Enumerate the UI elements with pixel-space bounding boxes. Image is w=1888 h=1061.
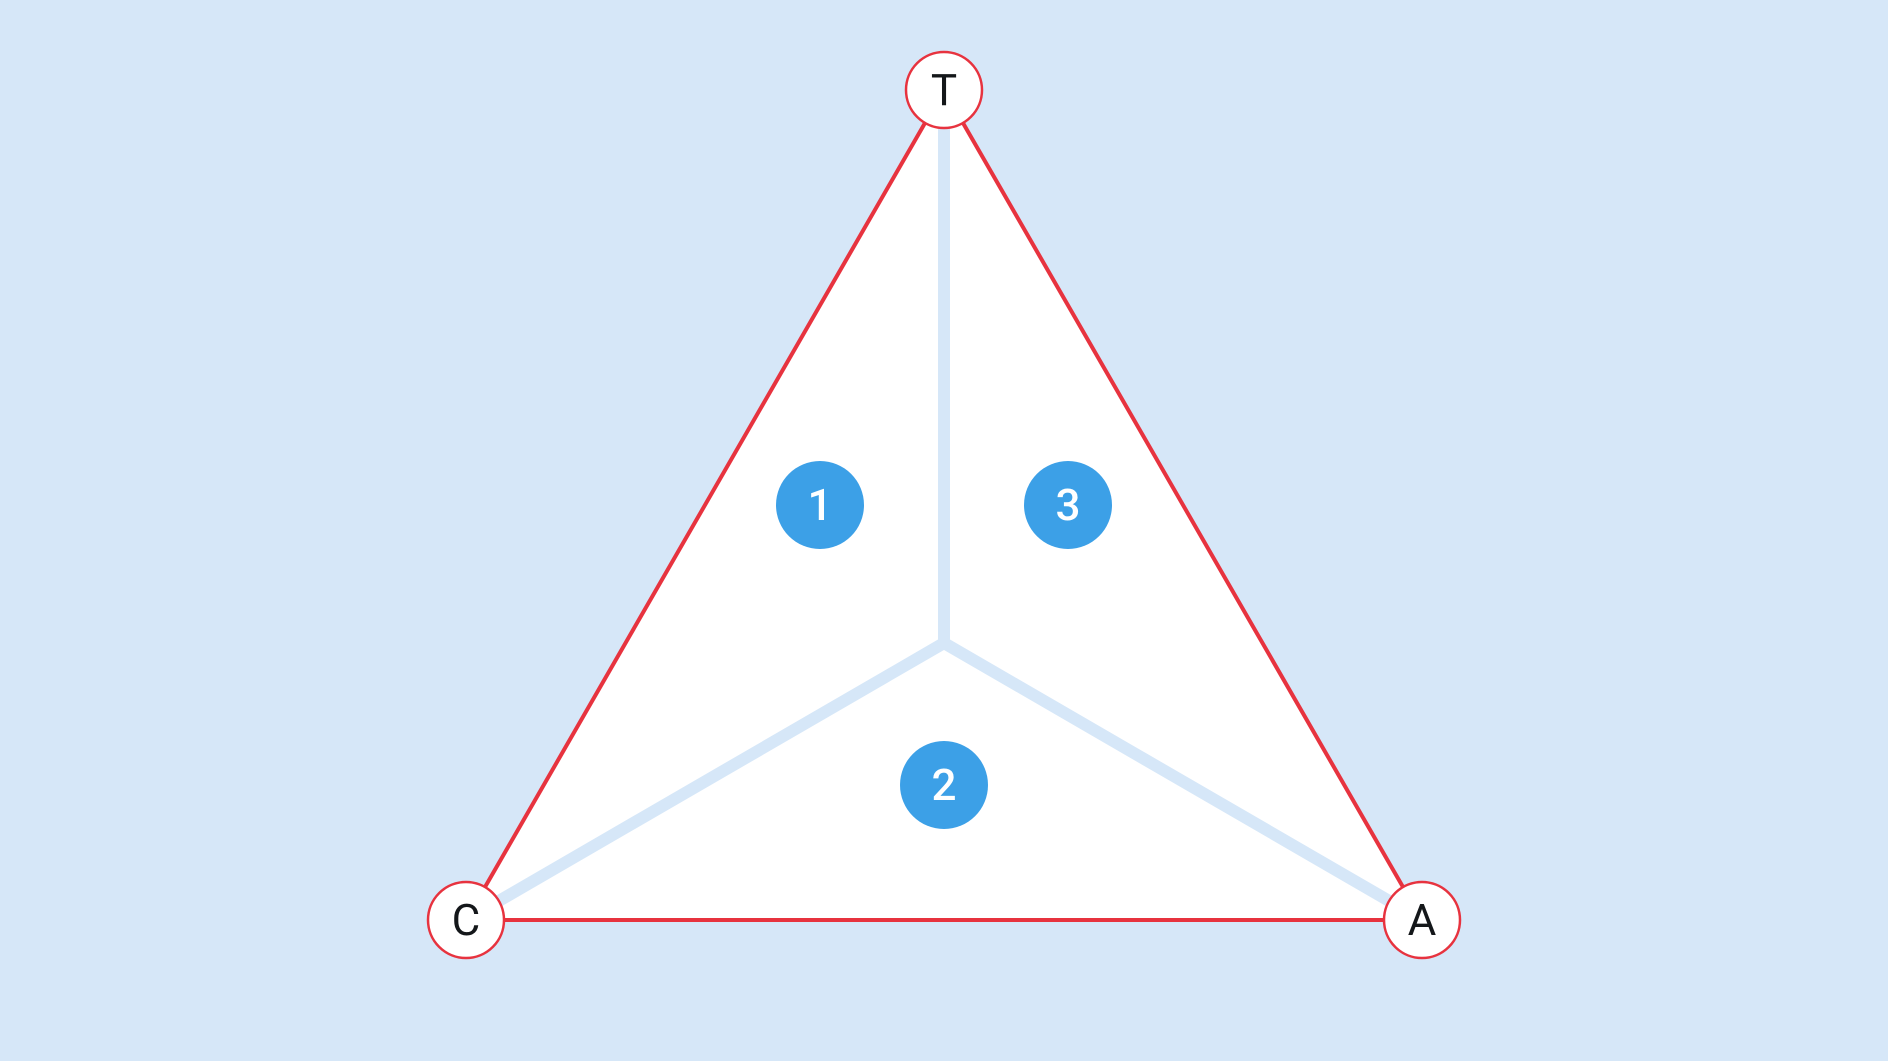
triangle-diagram: 1 2 3 T C A (0, 0, 1888, 1061)
vertex-t: T (906, 52, 982, 128)
vertex-c-label: C (452, 894, 481, 946)
region-badge-1: 1 (776, 461, 864, 549)
vertex-c: C (428, 882, 504, 958)
region-badge-3-label: 3 (1055, 479, 1080, 531)
vertex-a: A (1384, 882, 1460, 958)
region-badge-2-label: 2 (931, 759, 956, 811)
region-badge-3: 3 (1024, 461, 1112, 549)
vertex-a-label: A (1408, 894, 1437, 946)
region-badge-1-label: 1 (807, 479, 832, 531)
vertex-t-label: T (931, 64, 957, 116)
diagram-svg: 1 2 3 T C A (0, 0, 1888, 1061)
region-badge-2: 2 (900, 741, 988, 829)
